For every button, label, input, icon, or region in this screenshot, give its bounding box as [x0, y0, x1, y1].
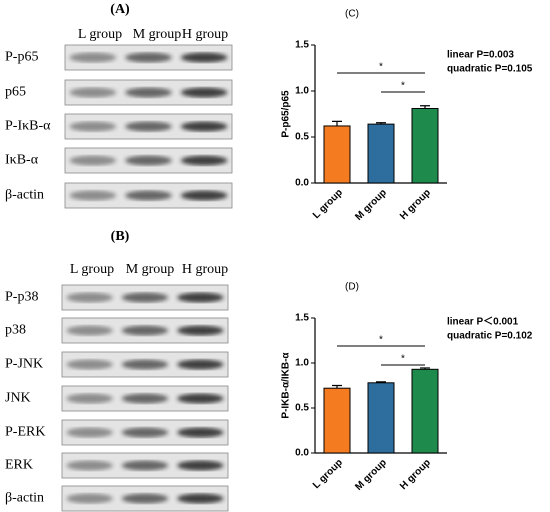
y-tick-label: 0.0 — [295, 178, 309, 189]
group-label: H group — [182, 27, 228, 42]
blot-band — [180, 155, 228, 166]
group-label: L group — [70, 262, 114, 277]
blot-band — [121, 493, 169, 504]
blot-band — [125, 52, 172, 63]
significance-marker: * — [401, 354, 405, 365]
blot-band — [177, 493, 224, 504]
bar — [323, 125, 351, 184]
error-bar — [376, 122, 386, 125]
blot-band — [66, 460, 113, 471]
significance-marker: * — [401, 81, 405, 92]
y-tick-label: 0.5 — [295, 403, 309, 414]
blot-band — [177, 393, 224, 404]
blot-band — [121, 427, 169, 438]
row-label: P-IκB-α — [5, 119, 51, 134]
blot-band — [66, 427, 113, 438]
row-label: JNK — [5, 391, 31, 406]
annotation: quadratic P=0.105 — [447, 64, 533, 75]
blot-band — [180, 121, 228, 132]
blot-band — [69, 155, 117, 166]
row-label: p65 — [5, 85, 26, 100]
y-tick-label: 1.5 — [295, 313, 309, 324]
blot-band — [66, 493, 113, 504]
bar — [367, 382, 395, 454]
y-tick-label: 1.0 — [295, 358, 309, 369]
bar — [411, 107, 439, 184]
blot-band — [177, 292, 224, 303]
y-axis-label: P-IKB-α/IKB-α — [281, 352, 292, 419]
x-tick-label: M group — [353, 457, 389, 493]
y-axis-label: P-p65/p65 — [281, 90, 292, 138]
bar — [367, 123, 395, 184]
blot-band — [69, 190, 117, 201]
error-bar — [332, 120, 342, 126]
blot-band — [66, 292, 113, 303]
blot-band — [177, 427, 224, 438]
blot-band — [66, 393, 113, 404]
panel-label: (A) — [110, 2, 130, 17]
row-label: β-actin — [5, 188, 44, 203]
blot-band — [180, 190, 228, 201]
y-tick-label: 0.0 — [295, 448, 309, 459]
error-bar — [420, 105, 430, 109]
x-tick-label: L group — [311, 457, 345, 491]
error-bar — [420, 367, 430, 370]
x-tick-label: L group — [311, 187, 345, 221]
bar — [411, 368, 439, 454]
group-label: M group — [126, 262, 175, 277]
significance-marker: * — [379, 335, 383, 346]
annotation: quadratic P=0.102 — [447, 331, 533, 342]
row-label: P-ERK — [5, 425, 45, 440]
blot-band — [180, 87, 228, 98]
row-label: P-JNK — [5, 357, 43, 372]
blot-band — [66, 325, 113, 336]
blot-band — [121, 292, 169, 303]
blot-band — [177, 460, 224, 471]
row-label: P-p65 — [5, 50, 38, 65]
blot-band — [69, 87, 117, 98]
blot-band — [121, 393, 169, 404]
blot-band — [125, 87, 172, 98]
blot-band — [121, 460, 169, 471]
blot-band — [180, 52, 228, 63]
x-tick-label: H group — [398, 457, 433, 492]
y-tick-label: 1.5 — [295, 40, 309, 51]
row-label: IκB-α — [5, 153, 39, 168]
chart-title: (C) — [345, 9, 359, 20]
group-label: L group — [78, 27, 122, 42]
blot-band — [125, 190, 172, 201]
blot-band — [177, 325, 224, 336]
significance-marker: * — [379, 62, 383, 73]
panel-label: (B) — [111, 229, 130, 244]
blot-band — [125, 121, 172, 132]
blot-band — [125, 155, 172, 166]
blot-band — [66, 359, 113, 370]
error-bar — [332, 384, 342, 389]
row-label: ERK — [5, 458, 33, 473]
blot-band — [121, 325, 169, 336]
row-label: β-actin — [5, 491, 44, 506]
annotation: linear P＜0.001 — [447, 316, 519, 328]
blot-band — [121, 359, 169, 370]
row-label: p38 — [5, 323, 26, 338]
blot-band — [69, 52, 117, 63]
y-tick-label: 1.0 — [295, 86, 309, 97]
x-tick-label: H group — [398, 187, 433, 222]
chart-title: (D) — [345, 282, 359, 293]
blot-band — [177, 359, 224, 370]
y-tick-label: 0.5 — [295, 132, 309, 143]
annotation: linear P=0.003 — [447, 50, 514, 61]
group-label: H group — [182, 262, 228, 277]
x-tick-label: M group — [353, 187, 389, 223]
blot-band — [69, 121, 117, 132]
group-label: M group — [133, 27, 182, 42]
error-bar — [376, 381, 386, 383]
bar — [323, 387, 351, 454]
row-label: P-p38 — [5, 290, 38, 305]
